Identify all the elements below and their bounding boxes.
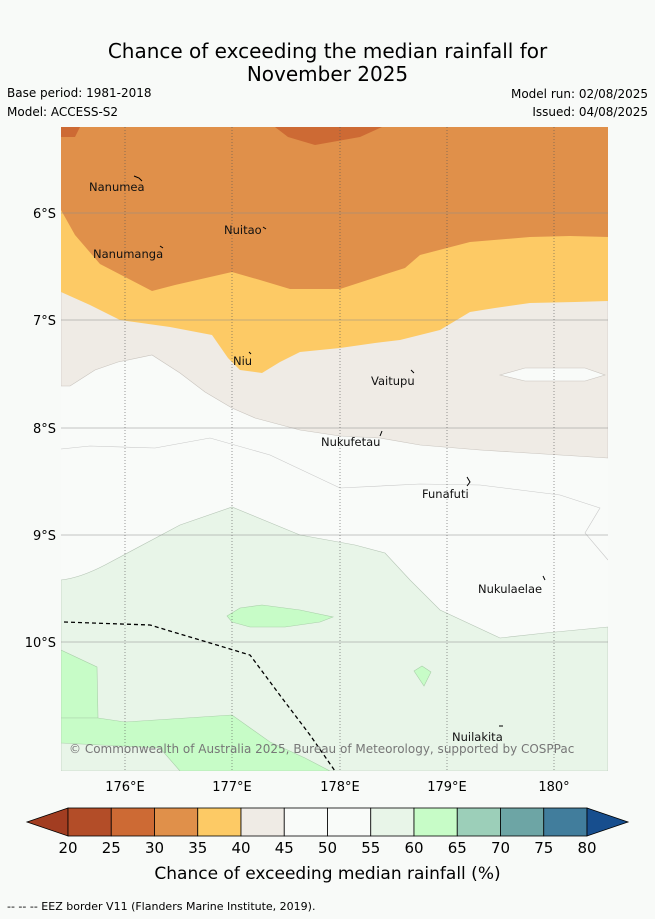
base-period: Base period: 1981-2018 — [7, 86, 152, 100]
lon-label-180: 180° — [538, 780, 569, 795]
contour-25-30-b — [275, 127, 382, 145]
colorbar-tick-label: 20 — [58, 839, 77, 857]
colorbar-cell — [456, 807, 501, 837]
place-label-nukufetau: Nukufetau — [321, 435, 380, 449]
nukufetau-island-shape — [379, 430, 383, 437]
contour-55-60 — [61, 506, 608, 771]
colorbar-tick-label: 25 — [102, 839, 121, 857]
lon-label-179e: 179°E — [427, 780, 467, 795]
eez-footnote: -- -- -- EEZ border V11 (Flanders Marine… — [7, 900, 316, 913]
place-label-nanumea: Nanumea — [89, 180, 145, 194]
colorbar-cell — [413, 807, 458, 837]
colorbar: 20 25 30 35 40 45 50 55 60 65 70 75 80 — [25, 807, 630, 857]
rainfall-map: Nanumea Nuitao Nanumanga Niu Vaitupu Nuk… — [25, 127, 608, 795]
colorbar-cell — [500, 807, 545, 837]
nukulaelae-island-shape — [542, 575, 546, 581]
colorbar-cell — [370, 807, 415, 837]
colorbar-tick-label: 50 — [318, 839, 337, 857]
colorbar-cell — [327, 807, 372, 837]
contour-60-65-b — [61, 714, 331, 771]
colorbar-cell — [240, 807, 285, 837]
colorbar-tick-label: 40 — [231, 839, 250, 857]
colorbar-tick-label: 35 — [188, 839, 207, 857]
place-label-nuitao: Nuitao — [224, 223, 262, 237]
lon-label-177e: 177°E — [212, 780, 252, 795]
title-line-1: Chance of exceeding the median rainfall … — [107, 39, 548, 63]
colorbar-title: Chance of exceeding median rainfall (%) — [154, 864, 501, 884]
issued-date: Issued: 04/08/2025 — [532, 105, 648, 119]
island-shapes — [133, 175, 546, 727]
lat-label-8s: 8°S — [33, 422, 56, 437]
contour-30-35 — [61, 127, 608, 291]
model-run-date: Model run: 02/08/2025 — [510, 87, 648, 101]
colorbar-tick-label: 70 — [491, 839, 510, 857]
eez-border-line — [63, 621, 336, 771]
lat-label-6s: 6°S — [33, 207, 56, 222]
nuitao-island-shape — [262, 226, 267, 230]
colorbar-cell — [67, 807, 112, 837]
colorbar-cell — [110, 807, 155, 837]
lat-label-9s: 9°S — [33, 529, 56, 544]
colorbar-cell — [283, 807, 328, 837]
model-name: Model: ACCESS-S2 — [7, 105, 119, 119]
title-line-2: November 2025 — [246, 62, 409, 86]
lat-label-10s: 10°S — [25, 636, 56, 651]
place-label-funafuti: Funafuti — [422, 487, 469, 501]
place-label-niu: Niu — [233, 354, 252, 368]
colorbar-tick-label: 45 — [275, 839, 294, 857]
colorbar-over-arrow — [586, 807, 630, 837]
colorbar-cell — [197, 807, 242, 837]
copyright-notice: © Commonwealth of Australia 2025, Bureau… — [69, 742, 574, 756]
contour-60-65-c — [226, 604, 335, 628]
colorbar-cell — [154, 807, 199, 837]
colorbar-under-arrow — [25, 807, 69, 837]
map-title: Chance of exceeding the median rainfall … — [0, 40, 655, 86]
lon-label-178e: 178°E — [320, 780, 360, 795]
place-label-vaitupu: Vaitupu — [371, 374, 415, 388]
lat-label-7s: 7°S — [33, 314, 56, 329]
contour-hole — [498, 367, 606, 382]
vaitupu-island-shape — [410, 369, 415, 374]
contour-60-65-d — [413, 665, 432, 687]
niu-island-shape — [248, 351, 252, 355]
funafuti-island-shape — [466, 476, 471, 487]
place-label-nukulaelae: Nukulaelae — [478, 582, 542, 596]
contour-25-30-a — [61, 127, 80, 137]
contour-line — [61, 437, 608, 561]
nanumanga-island-shape — [159, 245, 164, 249]
colorbar-tick-label: 55 — [361, 839, 380, 857]
colorbar-cell — [543, 807, 588, 837]
place-label-nuilakita: Nuilakita — [452, 730, 503, 744]
lon-label-176e: 176°E — [105, 780, 145, 795]
colorbar-tick-label: 75 — [534, 839, 553, 857]
colorbar-tick-label: 30 — [145, 839, 164, 857]
colorbar-ticks: 20 25 30 35 40 45 50 55 60 65 70 75 80 — [58, 839, 596, 857]
colorbar-tick-label: 65 — [448, 839, 467, 857]
colorbar-tick-label: 80 — [577, 839, 596, 857]
place-label-nanumanga: Nanumanga — [93, 247, 163, 261]
nanumea-island-shape — [133, 175, 143, 182]
colorbar-tick-label: 60 — [404, 839, 423, 857]
colorbar-cells — [25, 807, 630, 837]
